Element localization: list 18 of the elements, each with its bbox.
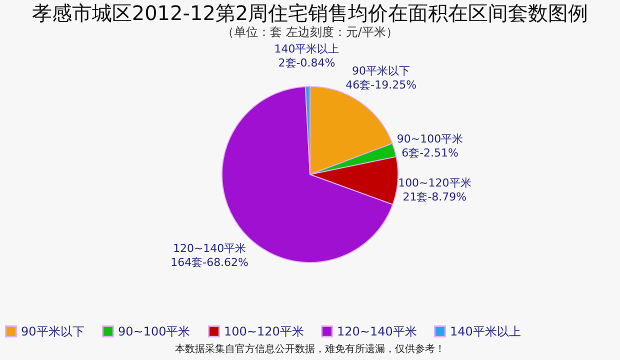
- data-label: 21套-8.79%: [402, 190, 467, 204]
- legend-label: 120~140平米: [337, 324, 417, 338]
- text: 本数据采集自官方信息公开数据，难免有所遗漏，仅供参考！: [174, 342, 446, 356]
- slice-label: 120~140平米: [172, 242, 246, 255]
- slice-label: 100~120平米: [398, 176, 472, 190]
- data-label: 2套-0.84%: [278, 56, 336, 70]
- chart-title: 孝感市城区2012-12第2周住宅销售均价在面积在区间套数图例: [32, 1, 588, 25]
- data-label: 46套-19.25%: [346, 78, 417, 92]
- slice-label: 140平米以上: [274, 42, 340, 56]
- data-label: 164套-68.62%: [170, 256, 249, 269]
- data-label: 6套-2.51%: [402, 146, 458, 160]
- legend-label: 90~100平米: [118, 324, 190, 338]
- chart-subtitle: （单位：套 左边刻度：元/平米）: [222, 25, 398, 39]
- legend-label: 100~120平米: [224, 324, 304, 338]
- legend-label: 90平米以下: [21, 324, 84, 338]
- slice-label: 90~100平米: [396, 132, 464, 146]
- legend-label: 140平米以上: [450, 324, 521, 338]
- slice-label: 90平米以下: [352, 64, 410, 78]
